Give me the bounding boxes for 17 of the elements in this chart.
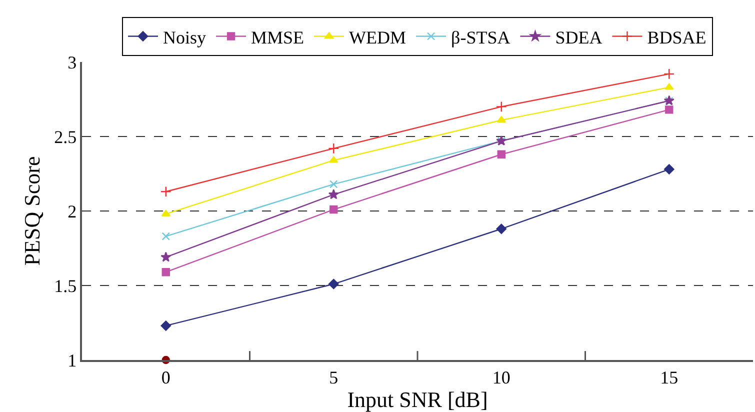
legend-label: MMSE xyxy=(251,27,304,48)
y-tick-label: 1.5 xyxy=(54,276,77,296)
x-axis-title: Input SNR [dB] xyxy=(347,387,488,412)
x-tick-label: 0 xyxy=(161,367,170,388)
legend-label: SDEA xyxy=(555,27,602,48)
legend-label: BDSAE xyxy=(647,27,706,48)
legend-label: Noisy xyxy=(163,27,206,48)
x-tick-label: 5 xyxy=(329,367,338,388)
legend-label: WEDM xyxy=(349,27,406,48)
legend-label: β-STSA xyxy=(451,27,510,48)
y-axis-title: PESQ Score xyxy=(19,156,44,266)
y-tick-label: 1 xyxy=(68,350,77,370)
y-tick-label: 2.5 xyxy=(54,126,77,147)
x-tick-label: 15 xyxy=(660,367,678,388)
y-tick-label: 3 xyxy=(68,52,77,72)
x-tick-label: 10 xyxy=(492,367,510,388)
y-tick-label: 2 xyxy=(68,201,77,222)
